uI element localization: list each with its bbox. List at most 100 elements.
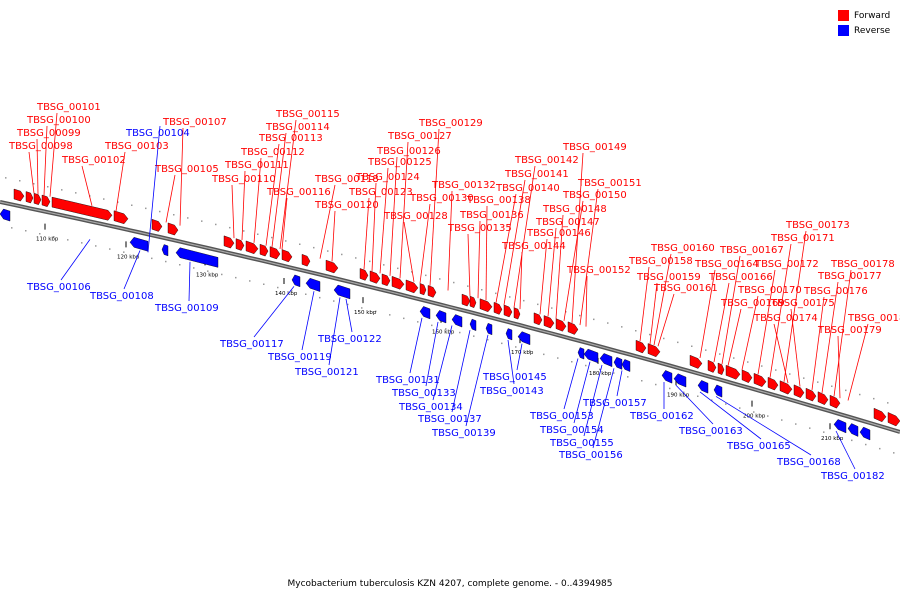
track-dot bbox=[165, 260, 167, 263]
track-dot bbox=[313, 246, 315, 249]
forward-gene-arrow bbox=[767, 376, 779, 391]
forward-gene-label: TBSG_00151 bbox=[577, 178, 642, 189]
track-dot bbox=[879, 447, 881, 450]
scale-label: 120 kbp bbox=[117, 254, 140, 260]
forward-gene-label: TBSG_00128 bbox=[383, 211, 448, 222]
label-leader bbox=[555, 214, 564, 319]
track-dot bbox=[411, 271, 413, 273]
label-leader bbox=[675, 385, 714, 425]
forward-gene-label: TBSG_00149 bbox=[562, 142, 627, 153]
label-leader bbox=[409, 317, 423, 374]
track-dot bbox=[705, 349, 707, 351]
forward-gene-label: TBSG_00146 bbox=[526, 228, 591, 239]
scale-label: 130 kbp bbox=[196, 272, 219, 278]
track-dot bbox=[277, 286, 279, 289]
forward-gene-label: TBSG_00164 bbox=[694, 259, 759, 270]
scale-label: 210 kbp bbox=[821, 436, 844, 442]
forward-gene-label: TBSG_00116 bbox=[266, 187, 331, 198]
track-dot bbox=[761, 365, 763, 367]
forward-gene-label: TBSG_00129 bbox=[418, 118, 483, 129]
reverse-gene-label: TBSG_00163 bbox=[678, 426, 743, 437]
track-dot bbox=[893, 452, 895, 454]
forward-gene-label: TBSG_00147 bbox=[535, 217, 600, 228]
forward-gene-arrow bbox=[493, 302, 503, 315]
reverse-gene-arrow bbox=[451, 314, 463, 328]
track-dot bbox=[417, 321, 419, 323]
reverse-gene-label: TBSG_00131 bbox=[375, 375, 440, 386]
label-leader bbox=[467, 233, 471, 297]
label-leader bbox=[653, 253, 672, 346]
reverse-gene-arrow bbox=[517, 331, 531, 346]
track-dot bbox=[725, 403, 727, 405]
label-leader bbox=[616, 370, 623, 397]
forward-gene-arrow bbox=[543, 315, 555, 329]
label-leader bbox=[699, 391, 762, 440]
reverse-gene-arrow bbox=[291, 274, 301, 288]
track-dot bbox=[613, 372, 615, 374]
label-leader bbox=[253, 286, 295, 338]
track-dot bbox=[677, 341, 679, 344]
label-leader bbox=[769, 243, 792, 378]
forward-gene-label: TBSG_00181 bbox=[847, 313, 900, 324]
reverse-gene-label: TBSG_00134 bbox=[398, 402, 463, 413]
track-dot bbox=[19, 180, 21, 182]
track-dot bbox=[851, 439, 853, 442]
label-leader bbox=[485, 205, 488, 301]
label-leader bbox=[447, 190, 453, 291]
forward-gene-label: TBSG_00132 bbox=[431, 180, 496, 191]
track-dot bbox=[481, 289, 483, 291]
forward-gene-label: TBSG_00142 bbox=[514, 155, 579, 166]
track-dot bbox=[431, 324, 433, 327]
forward-gene-label: TBSG_00178 bbox=[830, 259, 895, 270]
forward-gene-label: TBSG_00158 bbox=[628, 256, 693, 267]
track-dot bbox=[775, 369, 777, 371]
label-leader bbox=[465, 334, 489, 427]
track-dot bbox=[207, 270, 209, 272]
track-dot bbox=[53, 236, 55, 238]
reverse-gene-label: TBSG_00122 bbox=[317, 334, 382, 345]
track-dot bbox=[179, 264, 181, 266]
label-leader bbox=[371, 182, 377, 272]
track-dot bbox=[271, 236, 273, 239]
track-dot bbox=[781, 419, 783, 421]
reverse-gene-label: TBSG_00139 bbox=[431, 428, 496, 439]
track-dot bbox=[585, 364, 587, 367]
track-dot bbox=[25, 230, 27, 232]
label-leader bbox=[60, 239, 91, 281]
forward-gene-arrow bbox=[469, 295, 477, 308]
track-dot bbox=[571, 361, 573, 363]
label-leader bbox=[451, 330, 471, 413]
forward-gene-arrow bbox=[725, 365, 741, 380]
forward-gene-arrow bbox=[359, 268, 369, 281]
track-dot bbox=[173, 214, 175, 216]
forward-gene-arrow bbox=[405, 279, 419, 294]
forward-gene-label: TBSG_00107 bbox=[162, 117, 227, 128]
reverse-gene-arrow bbox=[175, 247, 219, 268]
forward-gene-arrow bbox=[887, 412, 900, 427]
forward-gene-arrow bbox=[805, 387, 817, 402]
track-dot bbox=[509, 296, 511, 298]
legend-reverse-label: Reverse bbox=[854, 25, 891, 36]
track-dot bbox=[305, 293, 307, 295]
scale-label: 170 kbp bbox=[511, 350, 534, 356]
track-dot bbox=[375, 310, 377, 313]
label-leader bbox=[429, 128, 440, 286]
forward-gene-arrow bbox=[635, 339, 647, 354]
forward-gene-label: TBSG_00103 bbox=[104, 141, 169, 152]
track-dot bbox=[425, 274, 427, 277]
track-dot bbox=[291, 290, 293, 292]
track-dot bbox=[599, 368, 601, 371]
forward-gene-arrow bbox=[41, 194, 51, 207]
track-dot bbox=[733, 357, 735, 359]
reverse-gene-label: TBSG_00119 bbox=[267, 352, 332, 363]
scale-label: 180 kbp bbox=[589, 371, 612, 377]
track-dot bbox=[389, 314, 391, 316]
track-dot bbox=[711, 399, 713, 401]
track-dot bbox=[341, 253, 343, 256]
forward-gene-label: TBSG_00161 bbox=[653, 283, 718, 294]
scale-label: 140 kbp bbox=[275, 291, 298, 297]
forward-gene-label: TBSG_00125 bbox=[367, 157, 432, 168]
label-leader bbox=[811, 296, 825, 391]
reverse-gene-arrow bbox=[0, 208, 11, 222]
track-dot bbox=[767, 415, 769, 417]
